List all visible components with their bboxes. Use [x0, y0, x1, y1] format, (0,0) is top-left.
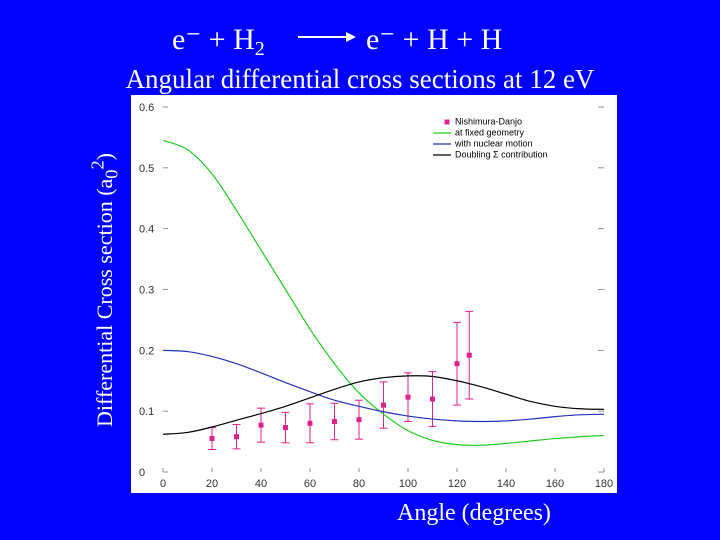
plot-area: 0 0.1 0.2 0.3 0.4 0.5 0.6 0 20 40 60 80 100 120 140 160…	[131, 95, 617, 493]
y-tick-label: 0.1	[139, 406, 154, 418]
x-axis-label: Angle (degrees)	[397, 500, 551, 526]
y-tick-label: 0.6	[139, 102, 154, 114]
legend-label: at fixed geometry	[455, 128, 525, 138]
data-point	[234, 434, 239, 440]
reaction-arrow-icon	[298, 32, 356, 42]
y-tick-label: 0.5	[139, 163, 154, 175]
legend-label: with nuclear motion	[454, 139, 533, 149]
data-point	[283, 425, 288, 431]
y-tick-label: 0.2	[139, 345, 154, 357]
data-point	[405, 394, 411, 400]
x-tick-label: 180	[595, 478, 613, 490]
chart-svg: 0 0.1 0.2 0.3 0.4 0.5 0.6 0 20 40 60 80 100 120 140 160…	[139, 102, 613, 490]
y-axis-label: Differential Cross section (a02)	[88, 153, 123, 427]
series-line-2	[162, 349, 605, 423]
y-axis-label-sub: 0	[101, 169, 122, 179]
reaction-products: e⁻ + H + H	[366, 23, 503, 56]
x-tick-label: 0	[160, 478, 166, 490]
x-tick-label: 20	[206, 478, 218, 490]
data-point	[307, 420, 313, 426]
chart-subtitle: Angular differential cross sections at 1…	[125, 64, 595, 94]
x-tick-label: 60	[304, 478, 316, 490]
data-point	[332, 419, 337, 425]
data-point	[466, 352, 472, 358]
x-tick-label: 140	[497, 478, 515, 490]
y-axis-label-sup: 2	[87, 160, 108, 170]
y-tick-label: 0	[139, 467, 145, 479]
y-axis-label-text: Differential Cross section (a	[91, 178, 117, 427]
data-point	[258, 422, 264, 428]
legend-label: Nishimura-Danjo	[455, 117, 522, 127]
data-point	[381, 402, 386, 408]
data-point	[430, 396, 435, 402]
y-tick-label: 0.3	[139, 285, 154, 297]
data-point	[454, 361, 460, 367]
legend-label: Doubling Σ contribution	[455, 150, 548, 160]
x-tick-label: 160	[546, 478, 564, 490]
data-point	[209, 436, 215, 442]
series-line-1	[162, 139, 605, 446]
x-tick-label: 120	[448, 478, 466, 490]
y-axis-label-end: )	[91, 153, 117, 161]
x-tick-label: 80	[353, 478, 365, 490]
data-point	[356, 417, 362, 423]
reaction-reactants: e⁻ + H2	[172, 22, 265, 61]
legend-marker	[444, 119, 450, 125]
x-tick-label: 100	[399, 478, 417, 490]
reaction-equation: e⁻ + H2 e⁻ + H + H	[0, 22, 720, 66]
series-line-3	[162, 375, 605, 435]
y-tick-label: 0.4	[139, 224, 154, 236]
x-tick-label: 40	[255, 478, 267, 490]
reactant-subscript: 2	[254, 38, 265, 60]
reactant-text: e⁻ + H	[172, 23, 255, 56]
